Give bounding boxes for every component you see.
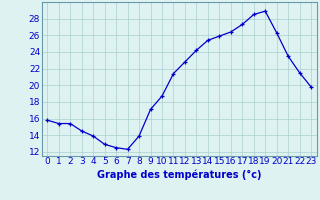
X-axis label: Graphe des températures (°c): Graphe des températures (°c) (97, 169, 261, 180)
